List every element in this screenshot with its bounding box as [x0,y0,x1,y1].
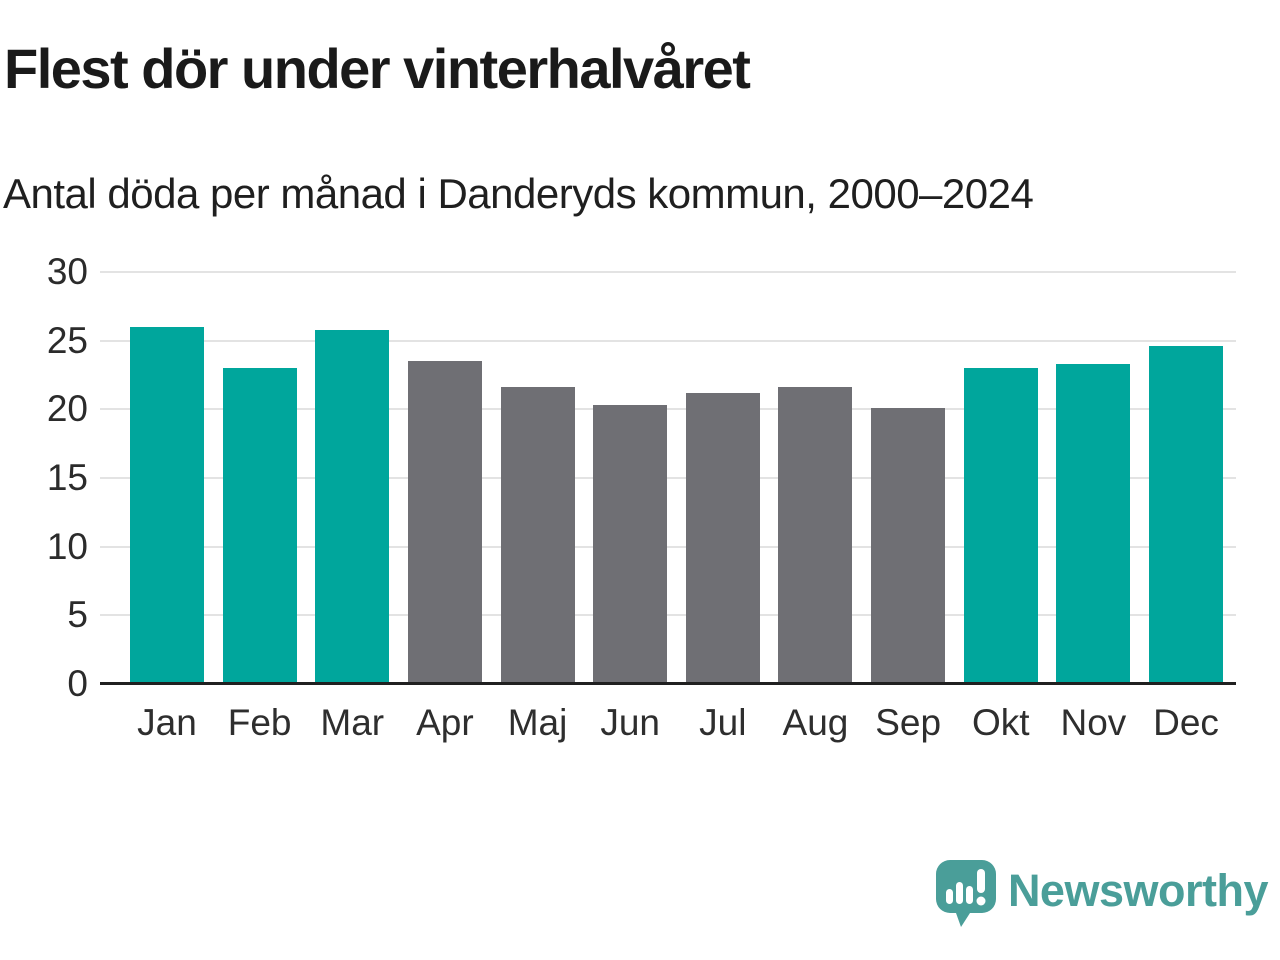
x-tick-label-maj: Maj [507,702,568,743]
bar-feb [222,368,297,684]
bar-apr [407,361,482,684]
chart-title: Flest dör under vinterhalvåret [4,37,751,100]
x-tick-label-feb: Feb [227,702,292,743]
bar-jan [130,326,204,684]
bar-mar [315,329,390,684]
y-tick-label-10: 10 [46,525,88,567]
bar-maj [500,387,575,684]
bar-okt [963,368,1038,684]
chart-subtitle: Antal döda per månad i Danderyds kommun,… [3,170,1034,217]
y-axis-labels: 0 5 10 15 20 25 30 [0,251,88,704]
x-tick-label-apr: Apr [416,702,474,743]
x-tick-label-jun: Jun [600,702,661,743]
bar-jun [593,405,668,684]
gridline-5 [100,614,1236,617]
plot-area [100,271,1236,685]
x-tick-label-mar: Mar [320,702,385,743]
x-axis-line [100,682,1236,685]
x-tick-label-sep: Sep [875,702,942,743]
bar-aug [778,387,853,684]
x-tick-label-aug: Aug [782,702,849,743]
bar-sep [871,407,946,684]
x-tick-label-okt: Okt [971,702,1030,743]
bar-chart: 0 5 10 15 20 25 30 Jan Feb Mar Apr Maj Jun Jul Aug Sep… [0,251,1236,752]
bar-nov [1056,364,1131,684]
y-tick-label-20: 20 [46,388,88,430]
branding: Newsworthy [935,860,1269,928]
brand-wordmark: Newsworthy [1007,865,1269,916]
x-tick-label-dec: Dec [1153,702,1219,743]
gridline-10 [100,545,1236,548]
gridline-25 [100,339,1236,342]
y-tick-label-30: 30 [46,251,88,292]
x-tick-label-jan: Jan [137,702,197,743]
y-tick-label-15: 15 [46,457,88,498]
y-tick-label-0: 0 [67,663,88,704]
newsworthy-logo-icon [935,860,996,927]
gridline-20 [100,408,1236,411]
gridline-30 [100,271,1236,273]
y-tick-label-25: 25 [46,319,88,361]
gridline-15 [100,477,1236,479]
x-tick-label-jul: Jul [699,702,747,743]
bar-dec [1149,346,1224,684]
x-tick-label-nov: Nov [1060,702,1127,743]
y-tick-label-5: 5 [67,594,88,636]
x-axis-labels: Jan Feb Mar Apr Maj Jun Jul Aug Sep Okt Nov Dec [100,702,1236,752]
bar-jul [685,392,760,684]
